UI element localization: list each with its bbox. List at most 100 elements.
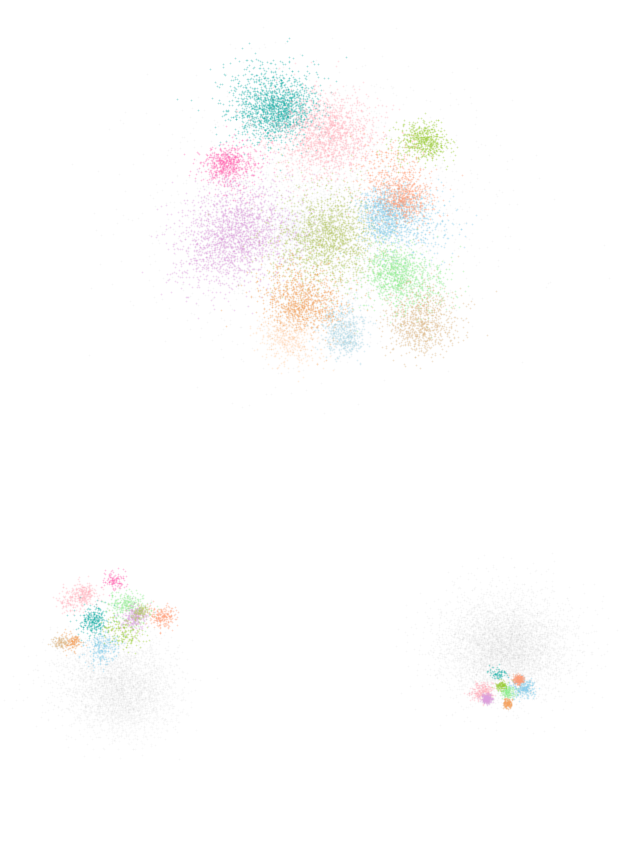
Point (310, 109, 320, 123)
Point (316, 187, 326, 201)
Point (418, 263, 428, 276)
Point (384, 209, 394, 222)
Point (221, 107, 231, 120)
Point (426, 127, 436, 141)
Point (427, 308, 437, 321)
Point (496, 628, 506, 641)
Point (140, 644, 150, 657)
Point (146, 737, 156, 750)
Point (451, 128, 461, 142)
Point (343, 123, 353, 137)
Point (472, 592, 483, 605)
Point (282, 273, 292, 287)
Point (281, 245, 291, 259)
Point (257, 247, 267, 260)
Point (266, 81, 276, 95)
Point (121, 695, 131, 709)
Point (236, 220, 246, 234)
Point (273, 110, 283, 124)
Point (370, 270, 380, 283)
Point (250, 276, 260, 289)
Point (153, 687, 163, 700)
Point (465, 645, 476, 659)
Point (259, 195, 269, 209)
Point (367, 315, 378, 329)
Point (92, 630, 102, 644)
Point (388, 198, 398, 211)
Point (494, 677, 504, 690)
Point (460, 610, 470, 623)
Point (297, 120, 307, 133)
Point (372, 215, 382, 228)
Point (283, 218, 293, 232)
Point (343, 321, 353, 334)
Point (95, 689, 106, 702)
Point (475, 656, 485, 669)
Point (190, 233, 200, 247)
Point (279, 229, 289, 243)
Point (333, 216, 344, 230)
Point (228, 179, 238, 192)
Point (408, 120, 419, 134)
Point (474, 605, 484, 619)
Point (321, 238, 332, 252)
Point (293, 374, 303, 388)
Point (284, 247, 294, 260)
Point (226, 141, 236, 154)
Point (95, 692, 105, 706)
Point (461, 642, 471, 656)
Point (244, 208, 254, 221)
Point (374, 265, 385, 279)
Point (419, 326, 429, 340)
Point (285, 98, 296, 112)
Point (546, 652, 556, 666)
Point (190, 240, 200, 254)
Point (516, 656, 526, 670)
Point (274, 281, 284, 294)
Point (365, 198, 376, 212)
Point (267, 92, 277, 106)
Point (358, 220, 368, 234)
Point (438, 230, 448, 243)
Point (406, 118, 417, 131)
Point (499, 639, 509, 653)
Point (280, 80, 290, 93)
Point (73, 637, 83, 650)
Point (126, 695, 136, 708)
Point (146, 663, 156, 677)
Point (145, 690, 156, 704)
Point (344, 282, 354, 296)
Point (332, 204, 342, 217)
Point (150, 613, 161, 627)
Point (324, 126, 335, 140)
Point (387, 317, 397, 331)
Point (124, 640, 134, 654)
Point (282, 304, 292, 318)
Point (162, 607, 172, 621)
Point (422, 287, 433, 300)
Point (521, 639, 531, 653)
Point (303, 321, 314, 335)
Point (212, 237, 222, 250)
Point (515, 657, 525, 671)
Point (310, 210, 320, 224)
Point (400, 209, 410, 222)
Point (472, 686, 482, 700)
Point (291, 316, 301, 330)
Point (410, 198, 420, 211)
Point (390, 211, 401, 225)
Point (85, 650, 95, 664)
Point (315, 248, 325, 262)
Point (530, 609, 540, 622)
Point (273, 273, 284, 287)
Point (122, 647, 132, 661)
Point (209, 198, 220, 212)
Point (253, 271, 264, 285)
Point (238, 119, 248, 132)
Point (308, 314, 319, 327)
Point (310, 274, 321, 287)
Point (224, 227, 234, 241)
Point (216, 165, 226, 178)
Point (376, 205, 386, 219)
Point (484, 628, 494, 642)
